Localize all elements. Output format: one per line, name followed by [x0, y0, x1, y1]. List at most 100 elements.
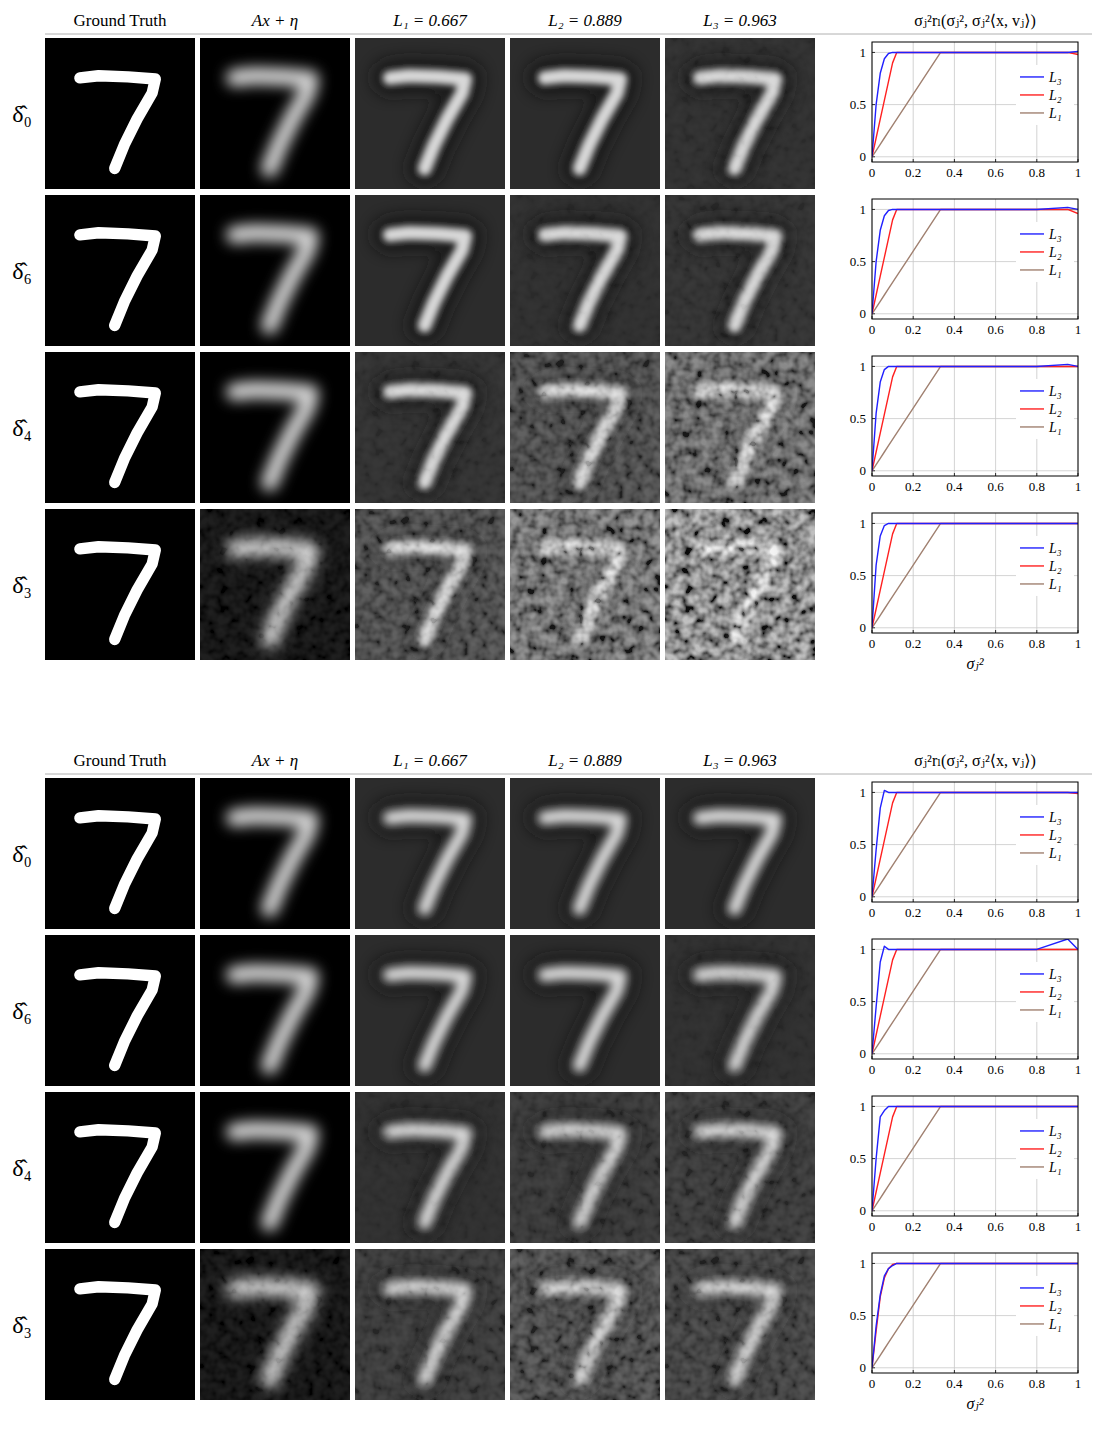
x-tick-label: 0.2 — [905, 1219, 921, 1234]
column-head: L₂ = 0.889 — [547, 751, 622, 770]
digit-halo — [390, 816, 466, 909]
y-tick-label: 0 — [860, 620, 867, 635]
image-cell — [45, 38, 195, 189]
noise — [510, 509, 660, 660]
chart: 00.20.40.60.8100.51L₃L₂L₁ — [850, 939, 1082, 1077]
image-cell — [45, 509, 195, 660]
plot-area — [872, 199, 1078, 319]
legend-label: L₃ — [1048, 967, 1062, 982]
legend-box — [1016, 1119, 1074, 1179]
y-tick-label: 1 — [860, 1256, 867, 1271]
series-line — [872, 52, 1078, 156]
x-axis-title: σⱼ² — [967, 1395, 985, 1412]
image-background — [200, 935, 350, 1086]
chart: 00.20.40.60.8100.51L₃L₂L₁ — [850, 199, 1082, 337]
image-background — [200, 195, 350, 346]
image-background — [665, 195, 815, 346]
image-background — [355, 778, 505, 929]
row-label: δ̂₃ — [12, 1312, 32, 1338]
image-background — [510, 1249, 660, 1400]
plot-frame — [872, 939, 1078, 1059]
legend-label: L₂ — [1048, 828, 1062, 843]
legend: L₃L₂L₁ — [1016, 1276, 1074, 1336]
image-cell — [355, 778, 505, 929]
y-tick-label: 0 — [860, 149, 867, 164]
x-tick-label: 0.2 — [905, 1376, 921, 1391]
image-cell — [510, 778, 660, 929]
plot-area — [872, 356, 1078, 476]
x-tick-label: 0.4 — [946, 479, 963, 494]
x-tick-label: 0.2 — [905, 1062, 921, 1077]
image-background — [510, 935, 660, 1086]
noise — [200, 1249, 350, 1400]
image-background — [45, 935, 195, 1086]
x-tick-label: 0.4 — [946, 1219, 963, 1234]
noise — [355, 352, 505, 503]
grid-line — [872, 627, 1078, 628]
y-tick-label: 1 — [860, 45, 867, 60]
noise — [665, 38, 815, 189]
image-background — [200, 509, 350, 660]
grid-line — [995, 199, 996, 319]
legend-box — [1016, 379, 1074, 439]
legend: L₃L₂L₁ — [1016, 379, 1074, 439]
y-tick-label: 0 — [860, 1360, 867, 1375]
digit-halo — [390, 233, 466, 326]
digit — [80, 816, 156, 909]
legend-label: L₂ — [1048, 88, 1062, 103]
legend-label: L₂ — [1048, 1299, 1062, 1314]
legend-label: L₁ — [1048, 106, 1062, 121]
x-tick-label: 0.8 — [1029, 479, 1045, 494]
y-tick-label: 1 — [860, 1099, 867, 1114]
y-tick-label: 1 — [860, 202, 867, 217]
x-tick-label: 1 — [1075, 1219, 1082, 1234]
image-background — [200, 778, 350, 929]
plot-area — [872, 782, 1078, 902]
x-tick-label: 0 — [869, 636, 876, 651]
lines — [872, 1263, 1078, 1367]
legend-swatch — [1020, 973, 1044, 974]
row-label: δ̂₀ — [12, 101, 32, 127]
legend-label: L₂ — [1048, 559, 1062, 574]
series-line — [872, 207, 1078, 313]
y-tick-label: 0.5 — [850, 837, 866, 852]
x-axis-title: σⱼ² — [967, 655, 985, 672]
image-cell — [45, 935, 195, 1086]
legend-label: L₃ — [1048, 70, 1062, 85]
x-tick-label: 0.2 — [905, 905, 921, 920]
grid-line — [913, 513, 914, 633]
image-cell — [510, 352, 660, 503]
grid-line — [913, 42, 914, 162]
lines — [872, 790, 1078, 896]
image-cell — [510, 195, 660, 346]
image-background — [665, 935, 815, 1086]
row-label: δ̂₄ — [12, 415, 32, 441]
digit — [235, 233, 311, 326]
digit — [235, 1130, 311, 1223]
image-cell — [200, 509, 350, 660]
grid-line — [872, 313, 1078, 314]
legend-swatch — [1020, 1130, 1044, 1131]
image-cell — [45, 778, 195, 929]
image-cell — [200, 935, 350, 1086]
series-line — [872, 792, 1078, 896]
y-tick-label: 1 — [860, 942, 867, 957]
digit — [390, 973, 466, 1066]
x-tick-label: 0.8 — [1029, 1062, 1045, 1077]
legend: L₃ L₂ L₁ — [1016, 65, 1074, 125]
digit-halo — [390, 973, 466, 1066]
x-tick-label: 0 — [869, 1376, 876, 1391]
legend-label: L₂ — [1048, 985, 1062, 1000]
image-cell — [200, 1249, 350, 1400]
digit — [390, 233, 466, 326]
x-tick-label: 0.8 — [1029, 905, 1045, 920]
x-tick-label: 1 — [1075, 322, 1082, 337]
image-background — [665, 38, 815, 189]
plot-frame — [872, 356, 1078, 476]
image-background — [355, 1092, 505, 1243]
series-line — [872, 209, 1078, 313]
legend: L₃L₂L₁ — [1016, 1119, 1074, 1179]
legend-label: L₁ — [1048, 420, 1062, 435]
grid-line — [954, 1253, 955, 1373]
grid-line — [954, 42, 955, 162]
